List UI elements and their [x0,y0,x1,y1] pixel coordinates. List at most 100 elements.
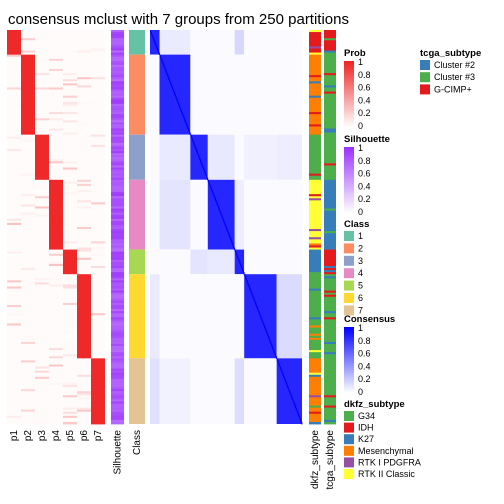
membership-cell [35,280,49,283]
membership-cell [7,233,21,236]
silhouette-cell [111,337,124,341]
membership-cell [63,183,77,187]
membership-cell [77,278,91,281]
membership-cell [35,77,49,80]
subtype-cell [309,146,321,150]
membership-cell [21,304,35,308]
membership-cell [49,395,63,398]
membership-cell [63,387,77,390]
subtype-cell [309,280,321,283]
membership-cell [63,231,77,234]
legend-swatch [344,411,354,421]
membership-cell [35,231,49,234]
membership-cell [77,118,91,121]
membership-cell [35,397,49,400]
subtype-cell [309,169,321,172]
consensus-cell [294,403,296,406]
subtype-cell [309,382,321,386]
silhouette-cell [111,290,124,294]
subtype-cell [309,151,321,154]
consensus-block [159,358,191,424]
legend-title: tcga_subtype [420,48,481,59]
subtype-cell [309,95,321,99]
membership-cell [91,263,105,267]
subtype-cell [324,313,336,316]
membership-cell [7,300,21,304]
membership-cell [91,60,105,64]
membership-cell [63,218,77,222]
consensus-cell [290,395,293,398]
subtype-cell [309,364,321,367]
membership-cell [21,200,35,203]
legend-tick: 0.2 [358,108,371,118]
membership-cell [35,405,49,408]
membership-cell [35,376,49,380]
consensus-cell [279,366,282,369]
membership-cell [35,202,49,205]
consensus-cell [156,46,158,49]
silhouette-cell [111,68,124,72]
membership-cell [63,333,77,337]
subtype-cell [324,378,336,382]
subtype-cell [309,118,321,121]
membership-cell [7,73,21,76]
consensus-cell [239,261,241,265]
silhouette-cell [111,89,124,92]
subtype-cell [324,335,336,339]
class-block [129,274,145,359]
silhouette-cell [111,286,124,289]
subtype-cell [309,376,321,380]
membership-cell [7,372,21,376]
silhouette-cell [111,177,124,181]
subtype-cell [309,105,321,109]
membership-cell [91,321,105,324]
membership-cell [21,142,35,146]
membership-cell [49,52,63,56]
subtype-cell [309,142,321,146]
membership-cell [21,294,35,298]
membership-cell [49,157,63,160]
consensus-cell [275,356,278,359]
membership-cell [7,169,21,172]
membership-cell [77,91,91,95]
chart-title: consensus mclust with 7 groups from 250 … [8,11,349,28]
subtype-cell [324,286,336,289]
membership-cell [35,387,49,390]
subtype-cell [309,202,321,205]
membership-cell [91,346,105,349]
membership-cell [77,321,91,324]
membership-cell [35,173,49,177]
subtype-cell [324,307,336,310]
subtype-cell [324,52,336,56]
consensus-cell [252,294,254,298]
consensus-cell [172,89,175,92]
subtype-cell [324,372,336,376]
membership-cell [77,220,91,224]
subtype-cell [309,241,321,244]
membership-cell [49,389,63,392]
membership-cell [49,40,63,43]
consensus-block [159,134,191,180]
membership-cell [77,395,91,398]
membership-cell [49,198,63,201]
subtype-cell [324,62,336,66]
membership-cell [63,194,77,197]
membership-cell [7,325,21,328]
consensus-cell [277,360,279,363]
consensus-block [150,249,160,275]
consensus-cell [264,325,266,328]
membership-cell [7,411,21,415]
consensus-cell [222,216,224,220]
membership-cell [49,378,63,382]
membership-cell [63,206,77,209]
membership-cell [63,97,77,101]
subtype-cell [309,268,321,271]
membership-cell [91,34,105,37]
silhouette-cell [111,343,124,347]
consensus-cell [241,268,244,271]
membership-cell [49,138,63,142]
membership-cell [77,77,91,80]
legend-tick: 0 [358,387,363,397]
consensus-cell [264,327,266,331]
